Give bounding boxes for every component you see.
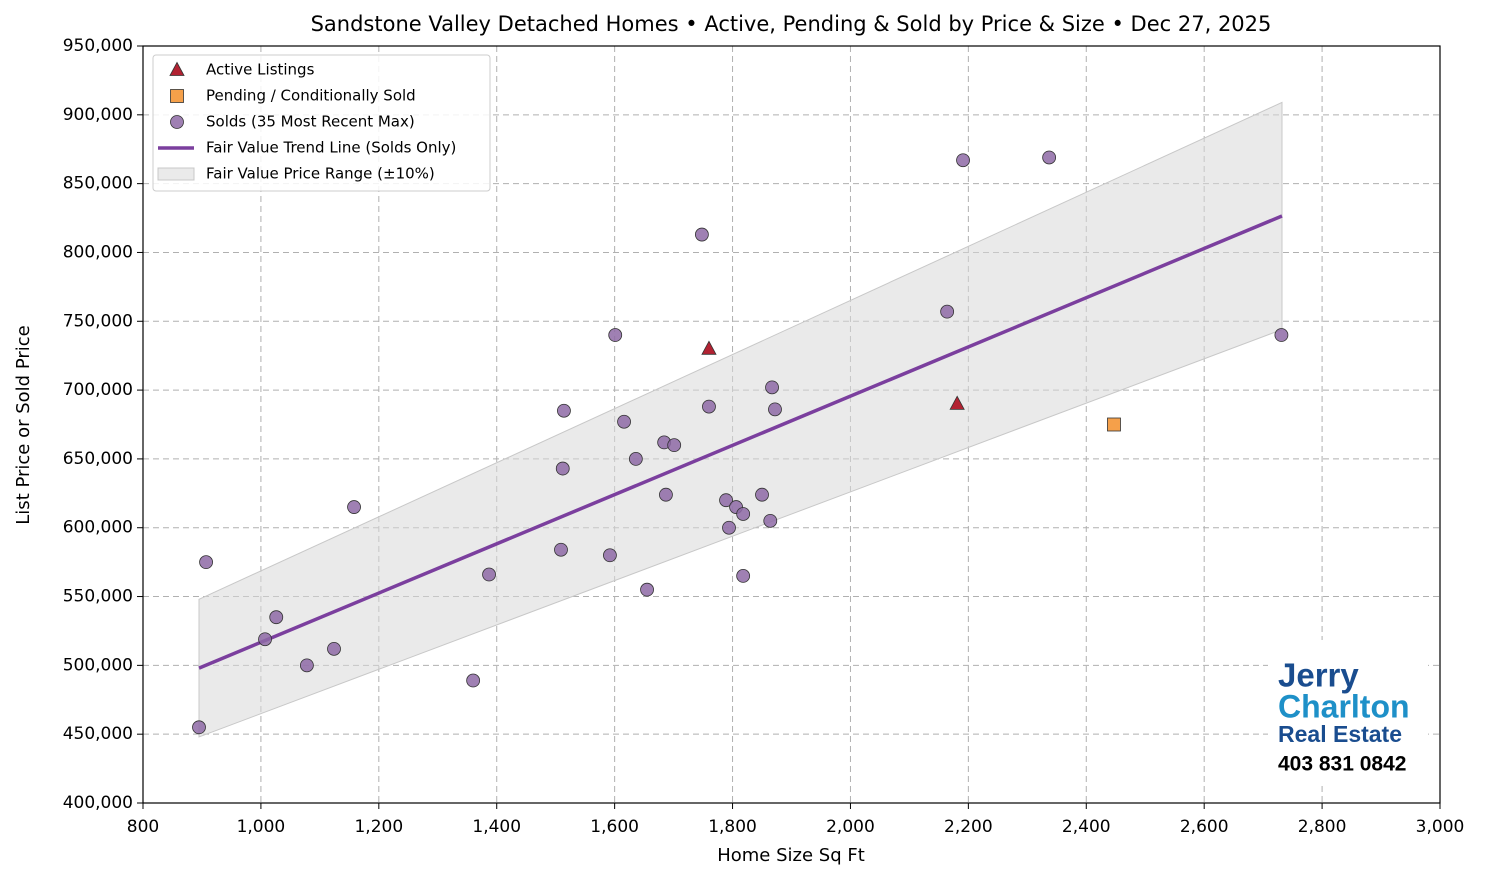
legend-label: Solds (35 Most Recent Max) xyxy=(206,113,415,131)
x-tick-label: 1,400 xyxy=(472,817,521,837)
logo-text: 403 831 0842 xyxy=(1278,753,1406,776)
legend-label: Fair Value Price Range (±10%) xyxy=(206,165,435,183)
sold-point xyxy=(722,520,736,535)
sold-point xyxy=(347,500,361,514)
y-tick-label: 750,000 xyxy=(63,311,133,331)
y-tick-label: 600,000 xyxy=(63,518,133,538)
legend-label: Fair Value Trend Line (Solds Only) xyxy=(206,139,456,157)
sold-point xyxy=(956,153,970,168)
sold-point xyxy=(940,304,955,319)
x-tick-label: 1,600 xyxy=(590,817,639,837)
sold-point xyxy=(199,555,213,570)
sold-point xyxy=(667,438,682,453)
sold-point xyxy=(299,658,314,673)
y-tick-label: 800,000 xyxy=(63,242,133,262)
sold-point xyxy=(554,542,568,557)
sold-point xyxy=(192,720,206,735)
y-tick-label: 850,000 xyxy=(63,174,133,194)
x-tick-label: 1,200 xyxy=(354,817,403,837)
sold-point xyxy=(170,115,184,129)
y-tick-label: 450,000 xyxy=(63,724,133,744)
logo-text: Real Estate xyxy=(1278,721,1402,747)
y-tick-label: 950,000 xyxy=(63,36,133,56)
x-tick-label: 3,000 xyxy=(1416,817,1465,837)
logo: Jerry Charlton Real Estate 403 831 0842 xyxy=(1268,640,1428,782)
sold-point xyxy=(466,673,481,688)
trend-line xyxy=(198,214,1283,670)
logo-text: Jerry xyxy=(1278,657,1359,694)
active-point xyxy=(169,61,185,76)
sold-point xyxy=(768,402,782,417)
sold-point xyxy=(702,399,716,414)
y-tick-label: 550,000 xyxy=(63,587,133,607)
pending-point xyxy=(1107,417,1121,432)
sold-point xyxy=(258,632,272,647)
y-axis-label: List Price or Sold Price xyxy=(13,325,34,524)
sold-point xyxy=(617,414,631,429)
sold-point xyxy=(603,548,617,563)
x-tick-label: 800 xyxy=(127,817,159,837)
sold-point xyxy=(608,328,623,342)
logo-text: Charlton xyxy=(1278,688,1410,724)
sold-point xyxy=(269,610,284,625)
sold-point xyxy=(736,507,751,521)
axes-frame xyxy=(142,45,1441,804)
active-point xyxy=(949,395,965,410)
sold-point xyxy=(482,567,496,582)
sold-point xyxy=(640,582,654,597)
x-axis-label: Home Size Sq Ft xyxy=(717,845,865,866)
x-tick-label: 2,800 xyxy=(1298,817,1347,837)
x-tick-label: 1,800 xyxy=(708,817,757,837)
plot-area xyxy=(192,101,1289,738)
active-point xyxy=(701,340,717,355)
y-tick-label: 900,000 xyxy=(63,105,133,125)
sold-point xyxy=(327,641,341,656)
legend-label: Pending / Conditionally Sold xyxy=(206,87,416,105)
sold-point xyxy=(765,380,779,395)
y-tick-label: 650,000 xyxy=(63,449,133,469)
legend-swatch xyxy=(157,167,195,181)
x-tick-label: 2,200 xyxy=(944,817,993,837)
sold-point xyxy=(694,227,709,242)
logo-background xyxy=(1268,640,1428,782)
x-tick-label: 1,000 xyxy=(237,817,286,837)
sold-point xyxy=(557,403,571,418)
sold-point xyxy=(736,569,751,583)
y-tick-label: 500,000 xyxy=(63,655,133,675)
sold-point xyxy=(1042,150,1057,165)
x-tick-label: 2,600 xyxy=(1180,817,1229,837)
sold-point xyxy=(628,452,643,466)
sold-point xyxy=(763,513,778,528)
legend-label: Active Listings xyxy=(206,61,315,79)
y-tick-label: 700,000 xyxy=(63,380,133,400)
sold-point xyxy=(1274,328,1289,342)
legend-box xyxy=(152,54,491,192)
sold-point xyxy=(659,487,673,502)
y-tick-label: 400,000 xyxy=(63,793,133,813)
pending-point xyxy=(170,89,184,103)
chart-title: Sandstone Valley Detached Homes • Active… xyxy=(311,12,1272,36)
x-tick-label: 2,400 xyxy=(1062,817,1111,837)
legend: Active Listings Pending / Conditionally S… xyxy=(152,54,491,192)
x-tick-label: 2,000 xyxy=(826,817,875,837)
sold-point xyxy=(755,487,769,502)
sold-point xyxy=(719,493,733,508)
sold-point xyxy=(555,461,570,476)
